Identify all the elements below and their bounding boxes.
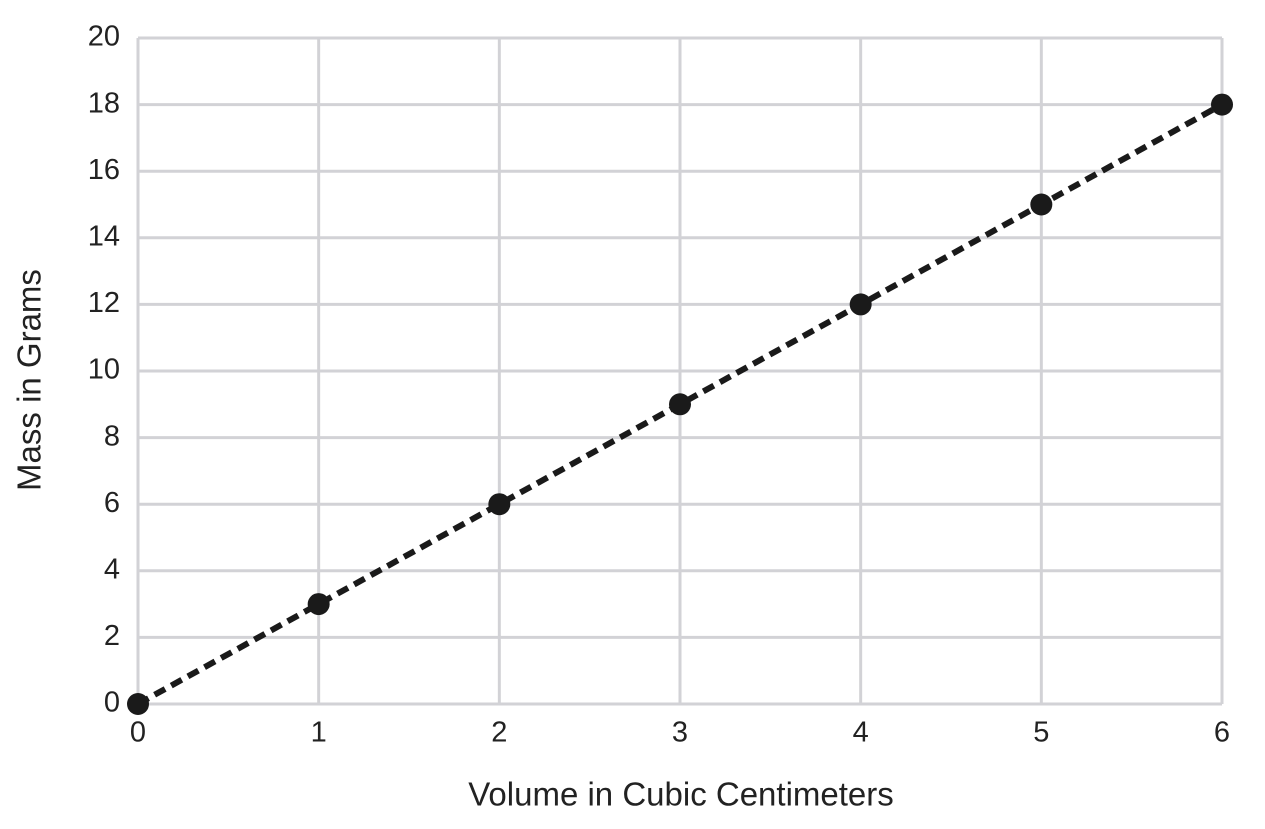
x-tick-label: 6 bbox=[1214, 717, 1230, 749]
data-point bbox=[1211, 93, 1233, 116]
y-tick-label: 8 bbox=[104, 420, 120, 452]
x-tick-label: 0 bbox=[130, 717, 146, 749]
y-tick-label: 16 bbox=[88, 154, 120, 186]
y-tick-label: 18 bbox=[88, 87, 120, 119]
y-tick-label: 6 bbox=[104, 487, 120, 519]
y-axis-title: Mass in Grams bbox=[11, 269, 48, 491]
x-tick-label: 2 bbox=[491, 717, 507, 749]
y-tick-label: 20 bbox=[88, 21, 120, 53]
y-tick-label: 14 bbox=[88, 220, 120, 252]
y-tick-label: 12 bbox=[88, 287, 120, 319]
data-point bbox=[488, 493, 511, 516]
x-tick-label: 4 bbox=[853, 717, 869, 749]
y-tick-label: 2 bbox=[104, 620, 120, 652]
x-tick-label: 1 bbox=[311, 717, 327, 749]
y-tick-label: 4 bbox=[104, 553, 120, 585]
data-point bbox=[669, 393, 691, 416]
y-tick-label: 0 bbox=[104, 687, 120, 719]
x-tick-label: 5 bbox=[1033, 717, 1049, 749]
x-tick-label: 3 bbox=[672, 717, 688, 749]
data-point bbox=[1030, 193, 1053, 216]
data-point bbox=[127, 693, 149, 715]
y-tick-label: 10 bbox=[88, 354, 120, 386]
x-axis-title: Volume in Cubic Centimeters bbox=[468, 776, 894, 813]
data-point bbox=[849, 293, 872, 316]
data-point bbox=[307, 593, 330, 616]
